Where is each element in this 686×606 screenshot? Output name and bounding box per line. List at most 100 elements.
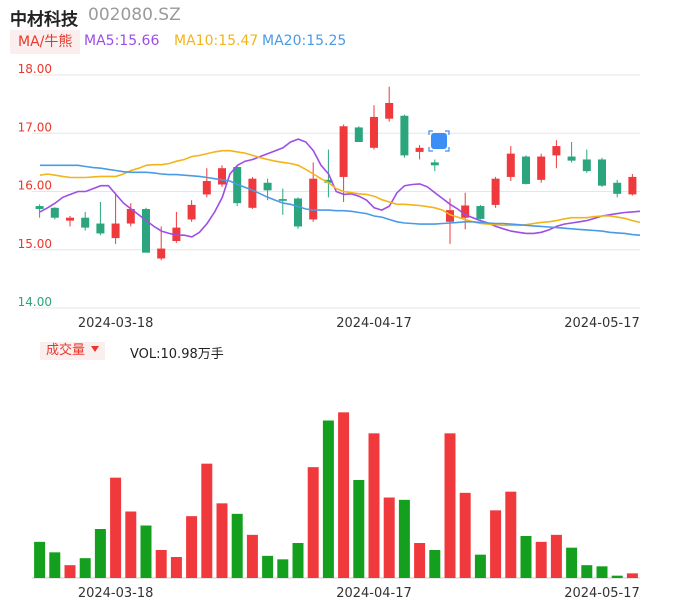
candle[interactable] (294, 197, 302, 229)
volume-bar[interactable] (611, 575, 623, 578)
crosshair-marker-icon[interactable] (428, 130, 450, 152)
volume-bar[interactable] (262, 555, 274, 578)
candle[interactable] (142, 207, 150, 253)
volume-bar[interactable] (626, 573, 638, 578)
candle[interactable] (50, 207, 59, 220)
candle[interactable] (461, 192, 470, 230)
candle-body (476, 206, 485, 219)
candle[interactable] (552, 140, 561, 169)
candle[interactable] (354, 126, 363, 142)
candle-body (142, 208, 150, 253)
candle-body (157, 248, 166, 259)
ma-indicator-selector[interactable]: MA/牛熊 (10, 30, 81, 54)
volume-bar[interactable] (353, 480, 365, 578)
volume-bar[interactable] (490, 510, 502, 578)
volume-bar[interactable] (520, 536, 532, 578)
candle[interactable] (172, 211, 181, 243)
volume-bar[interactable] (535, 541, 547, 578)
candle[interactable] (400, 114, 409, 158)
volume-bar[interactable] (125, 511, 137, 579)
candle[interactable] (522, 155, 530, 185)
candle[interactable] (613, 179, 622, 198)
candle[interactable] (187, 200, 196, 222)
candle[interactable] (506, 146, 515, 182)
candle-body (491, 178, 500, 205)
volume-bar[interactable] (64, 565, 76, 578)
candle[interactable] (278, 188, 287, 215)
volume-bar[interactable] (550, 534, 562, 578)
volume-bar[interactable] (49, 552, 61, 578)
volume-bar[interactable] (429, 550, 441, 578)
candle[interactable] (66, 215, 74, 227)
volume-bar[interactable] (186, 516, 198, 578)
volume-bar[interactable] (170, 557, 182, 578)
candle-body (400, 115, 409, 156)
candle[interactable] (628, 174, 637, 196)
volume-bar[interactable] (322, 420, 334, 579)
volume-bar[interactable] (505, 491, 517, 578)
candle[interactable] (537, 153, 546, 183)
candle-body (66, 217, 74, 221)
candle[interactable] (598, 157, 606, 187)
candle[interactable] (218, 165, 226, 187)
candle-body (309, 178, 318, 220)
volume-bar[interactable] (414, 543, 426, 578)
candle-body (385, 102, 394, 119)
candle[interactable] (491, 176, 500, 208)
volume-bar[interactable] (581, 565, 593, 578)
volume-bar[interactable] (596, 566, 608, 578)
volume-bar[interactable] (201, 463, 213, 578)
volume-bar[interactable] (277, 559, 289, 578)
candle[interactable] (248, 176, 257, 209)
y-tick-label: 15.00 (18, 237, 52, 251)
volume-bar[interactable] (398, 499, 410, 578)
candle-body (370, 116, 378, 148)
volume-bar[interactable] (94, 529, 106, 578)
candle-body (582, 159, 591, 172)
volume-bar[interactable] (34, 541, 46, 578)
volume-bar[interactable] (246, 534, 258, 578)
candle[interactable] (157, 226, 166, 261)
volume-bar[interactable] (474, 554, 486, 578)
volume-bar[interactable] (444, 433, 456, 578)
volume-bar[interactable] (307, 467, 319, 578)
candle-body (202, 181, 211, 195)
volume-bar[interactable] (140, 525, 152, 579)
candle-body (263, 182, 272, 191)
volume-bar[interactable] (110, 477, 122, 578)
volume-legend-value: VOL:10.98万手 (130, 347, 224, 362)
ma5-legend: MA5:15.66 (84, 33, 160, 49)
volume-bar[interactable] (383, 497, 395, 579)
candle[interactable] (309, 162, 318, 222)
candle-body (506, 153, 515, 177)
candle[interactable] (35, 204, 44, 218)
candle-body (461, 205, 470, 218)
candle[interactable] (370, 105, 378, 150)
candle[interactable] (96, 201, 105, 236)
candle[interactable] (446, 198, 454, 244)
candle[interactable] (476, 204, 485, 220)
candle[interactable] (385, 86, 394, 122)
candle[interactable] (430, 159, 439, 172)
candle-body (218, 168, 226, 185)
candle[interactable] (339, 124, 348, 202)
volume-x-tick-label: 2024-03-18 (78, 586, 154, 601)
candle[interactable] (415, 144, 424, 160)
volume-bar[interactable] (79, 558, 91, 578)
volume-bar[interactable] (368, 433, 380, 578)
volume-bar[interactable] (292, 543, 304, 578)
volume-bar[interactable] (155, 550, 167, 578)
volume-indicator-selector[interactable]: 成交量 (40, 342, 106, 360)
candle[interactable] (202, 168, 211, 198)
volume-bar[interactable] (459, 492, 471, 578)
candle[interactable] (126, 203, 135, 227)
candle[interactable] (81, 211, 90, 231)
candle[interactable] (111, 192, 120, 244)
candle[interactable] (582, 149, 591, 173)
volume-bar[interactable] (231, 513, 243, 578)
candle[interactable] (567, 141, 576, 163)
volume-bar[interactable] (338, 412, 350, 578)
volume-bar[interactable] (216, 503, 228, 578)
volume-bar[interactable] (566, 547, 578, 578)
